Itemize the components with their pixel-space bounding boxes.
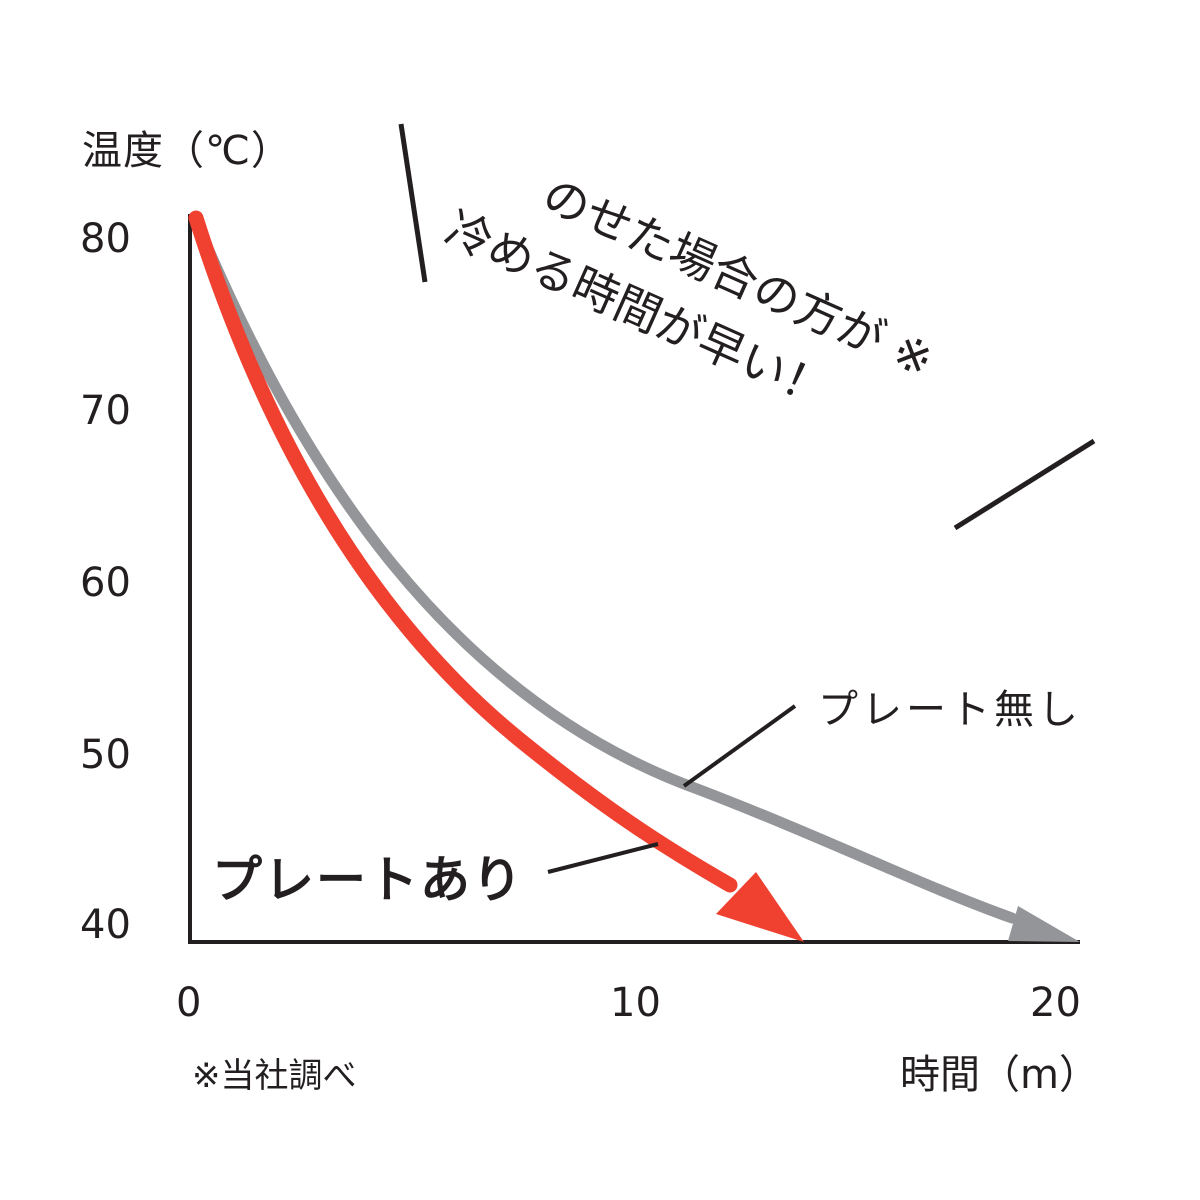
y-tick-40: 40 xyxy=(80,902,131,948)
x-tick-0: 0 xyxy=(176,980,202,1026)
y-tick-50: 50 xyxy=(80,732,131,778)
series-without-plate-line xyxy=(190,214,1018,924)
callout-emphasis-stroke-right xyxy=(953,438,1096,531)
legend-with-plate: プレートあり xyxy=(212,851,524,909)
leader-line-without-plate xyxy=(682,704,797,788)
leader-line-with-plate xyxy=(547,842,659,874)
footnote: ※当社調べ xyxy=(192,1056,357,1096)
y-axis-label: 温度（℃） xyxy=(82,128,292,174)
x-tick-20: 20 xyxy=(1030,980,1081,1026)
series-with-plate-arrowhead xyxy=(716,872,804,942)
callout-emphasis-stroke-left xyxy=(398,123,428,283)
y-tick-80: 80 xyxy=(80,216,131,262)
series-without-plate-arrowhead xyxy=(1008,906,1080,942)
y-tick-70: 70 xyxy=(80,388,131,434)
x-axis-label: 時間（m） xyxy=(900,1052,1099,1098)
y-tick-60: 60 xyxy=(80,560,131,606)
legend-without-plate: プレート無し xyxy=(818,687,1082,733)
series-with-plate-line xyxy=(188,210,738,893)
x-tick-10: 10 xyxy=(610,980,661,1026)
